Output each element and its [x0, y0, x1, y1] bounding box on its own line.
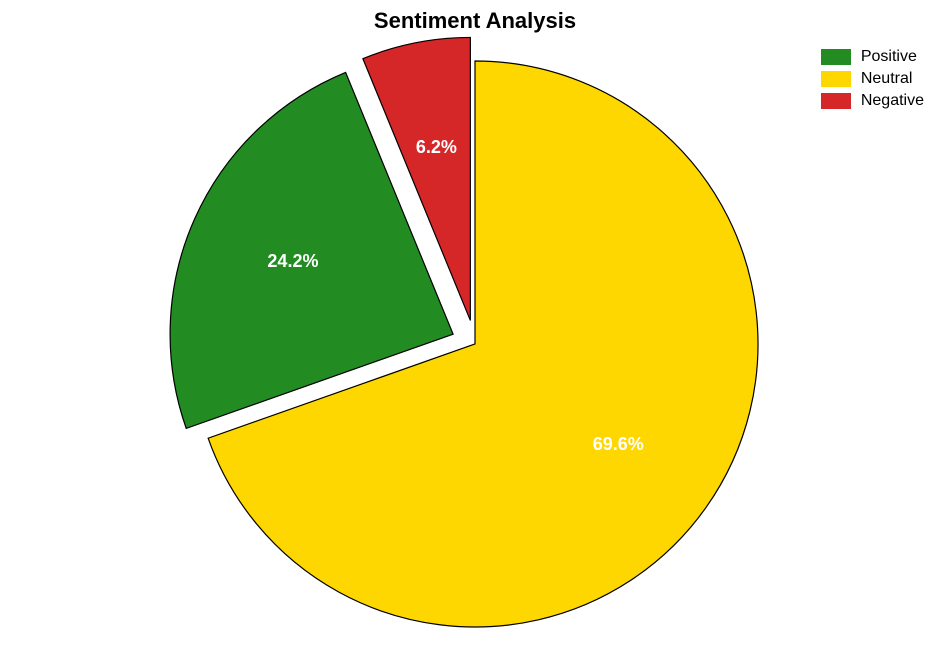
legend-item-positive: Positive: [821, 48, 924, 66]
legend-label-neutral: Neutral: [861, 70, 913, 88]
legend-swatch-positive: [821, 49, 851, 65]
legend-label-positive: Positive: [861, 48, 917, 66]
legend-swatch-neutral: [821, 71, 851, 87]
pie-label-neutral: 69.6%: [593, 434, 644, 454]
pie-chart: 69.6% 24.2% 6.2%: [0, 0, 950, 662]
pie-label-negative: 6.2%: [416, 137, 457, 157]
legend: Positive Neutral Negative: [821, 48, 924, 114]
legend-item-neutral: Neutral: [821, 70, 924, 88]
legend-swatch-negative: [821, 93, 851, 109]
chart-container: Sentiment Analysis 69.6%24.2%6.2% Positi…: [0, 0, 950, 662]
pie-label-positive: 24.2%: [267, 251, 318, 271]
legend-item-negative: Negative: [821, 92, 924, 110]
legend-label-negative: Negative: [861, 92, 924, 110]
